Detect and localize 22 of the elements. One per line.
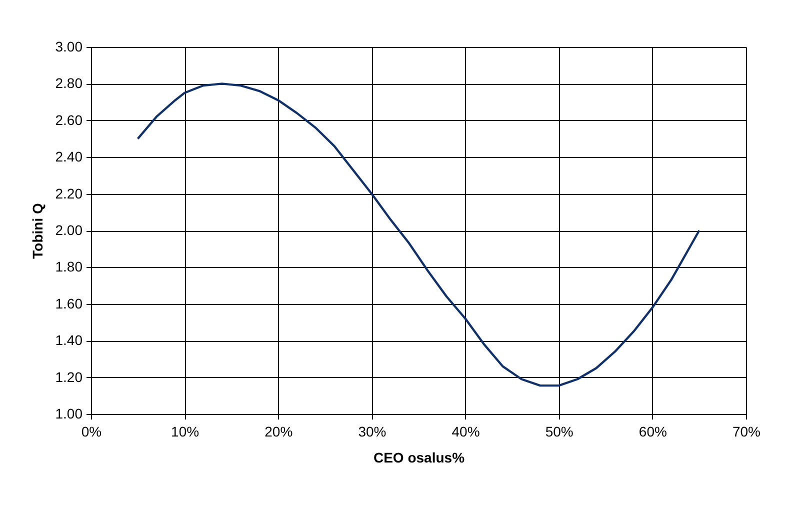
x-tick-label: 30%: [358, 424, 386, 440]
y-tick-label: 2.80: [55, 75, 83, 92]
x-tick-label: 20%: [264, 424, 293, 440]
x-tick-label: 0%: [81, 424, 102, 440]
x-tick-label: 60%: [638, 424, 667, 440]
y-tick-label: 1.80: [55, 258, 83, 275]
x-tick-label: 70%: [732, 424, 761, 440]
y-tick-label: 1.40: [55, 332, 83, 348]
y-tick-label: 1.00: [55, 406, 83, 422]
y-tick-label: 3.00: [55, 38, 83, 54]
y-tick-label: 2.40: [55, 148, 83, 165]
x-tick-label: 10%: [171, 424, 200, 440]
y-axis-title: Tobini Q: [29, 203, 46, 259]
y-tick-label: 2.60: [55, 112, 83, 128]
y-tick-label: 2.20: [55, 185, 83, 202]
line-series: [136, 82, 700, 387]
y-tick-label: 2.00: [55, 222, 83, 238]
x-axis-title: CEO osalus%: [373, 450, 466, 466]
y-tick-label: 1.60: [55, 295, 83, 312]
x-tick-label: 50%: [545, 424, 574, 440]
y-tick-label: 1.20: [55, 368, 83, 385]
x-tick-label: 40%: [452, 424, 480, 440]
